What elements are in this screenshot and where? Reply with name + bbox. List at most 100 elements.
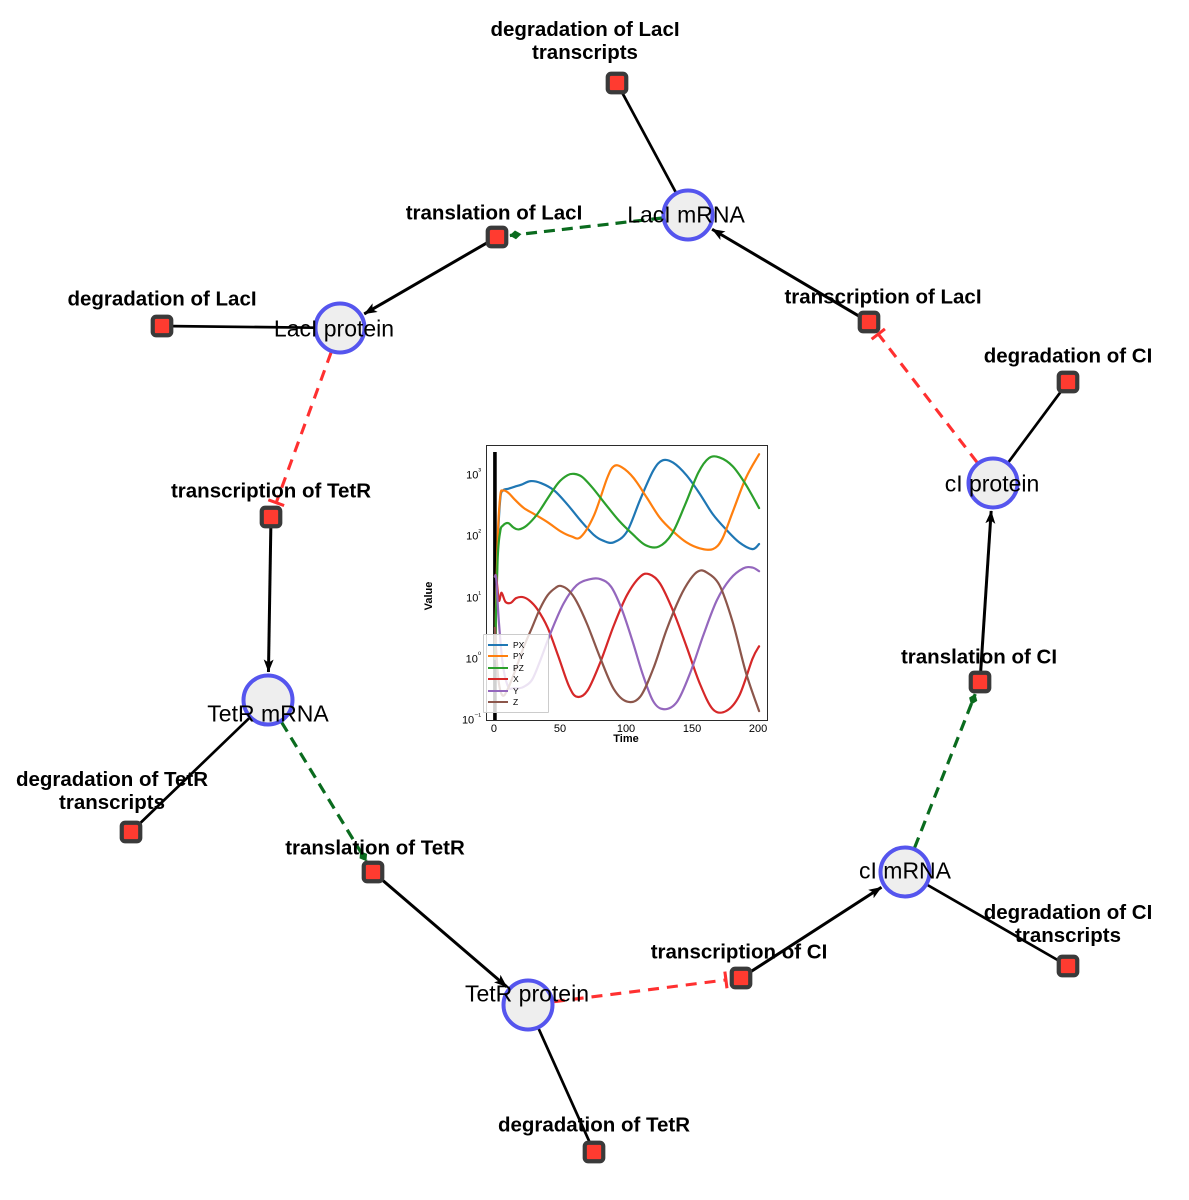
- edge-deg_tetr_transcripts-to-tetr_mrna: [137, 717, 251, 826]
- plot-series-X: [493, 572, 761, 714]
- reaction-node-deg_tetr[interactable]: [582, 1140, 606, 1164]
- plot-legend-swatch: [488, 655, 508, 658]
- edge-deg_laci_transcripts-to-laci_mrna: [621, 92, 677, 193]
- plot-legend-swatch: [488, 643, 508, 646]
- reaction-label-deg_tetr_transcripts: degradation of TetR transcripts: [15, 768, 209, 815]
- plot-legend-label: PX: [513, 639, 525, 650]
- edge-ci_mrna-to-transl_ci: [913, 693, 978, 849]
- edge-laci_protein-to-transcr_tetr: [267, 351, 333, 508]
- reaction-label-deg_tetr: degradation of TetR: [497, 1113, 691, 1138]
- plot-xtick: 0: [490, 723, 497, 735]
- reaction-node-transl_tetr[interactable]: [361, 860, 385, 884]
- edge-transcr_laci-to-laci_mrna: [711, 227, 861, 318]
- plot-legend-swatch: [488, 678, 508, 681]
- species-node-tetr_mrna[interactable]: [241, 673, 295, 727]
- plot-legend-swatch: [488, 701, 508, 704]
- reaction-label-line: degradation of LacI: [67, 287, 257, 311]
- plot-legend-item: PX: [488, 639, 543, 651]
- edge-transl_ci-to-ci_protein: [979, 510, 996, 672]
- plot-series-PZ: [493, 455, 761, 660]
- edge-deg_ci_transcripts-to-ci_mrna: [926, 883, 1060, 962]
- plot-legend-item: X: [488, 674, 543, 686]
- reaction-label-transl_ci: translation of CI: [900, 645, 1058, 670]
- edge-tetr_protein-to-transcr_ci: [553, 971, 729, 1004]
- reaction-label-line: degradation of CI: [983, 344, 1153, 368]
- plot-y-ticks: 10⁻¹ 10⁰ 10¹ 10² 10³: [435, 438, 481, 726]
- plot-ytick: 10⁰: [465, 650, 481, 666]
- plot-legend-label: PY: [513, 651, 525, 661]
- reaction-label-line: translation of CI: [900, 645, 1058, 669]
- reaction-label-line: degradation of TetR: [15, 768, 209, 792]
- reaction-node-deg_ci[interactable]: [1056, 370, 1080, 394]
- plot-xtick: 100: [616, 723, 636, 735]
- reaction-node-deg_laci[interactable]: [150, 314, 174, 338]
- reaction-label-line: transcription of CI: [650, 940, 828, 964]
- edge-transl_tetr-to-tetr_protein: [380, 878, 508, 988]
- edge-laci_mrna-to-transl_laci: [509, 216, 663, 240]
- species-node-laci_mrna[interactable]: [661, 188, 715, 242]
- plot-legend: PX PY PZ X Y Z: [483, 634, 549, 713]
- plot-legend-item: PZ: [488, 662, 543, 674]
- plot-curves: [493, 452, 761, 720]
- reaction-label-transl_laci: translation of LacI: [405, 201, 583, 226]
- plot-legend-item: Y: [488, 685, 543, 697]
- reaction-label-transcr_laci: transcription of LacI: [784, 286, 981, 310]
- reaction-node-transcr_ci[interactable]: [729, 966, 753, 990]
- plot-legend-label: PZ: [513, 662, 524, 673]
- species-node-ci_protein[interactable]: [966, 456, 1020, 510]
- edge-deg_tetr-to-tetr_protein: [537, 1028, 591, 1143]
- reaction-label-line: transcripts: [1015, 924, 1121, 947]
- plot-legend-item: PY: [488, 651, 543, 663]
- plot-legend-label: Z: [513, 697, 519, 707]
- plot-series-PY: [493, 453, 761, 660]
- plot-legend-label: X: [513, 674, 519, 684]
- reaction-label-line: degradation of CI: [983, 901, 1153, 925]
- plot-xtick: 150: [682, 723, 702, 735]
- plot-xtick: 200: [748, 723, 768, 735]
- reaction-label-line: transcripts: [532, 41, 638, 64]
- species-node-laci_protein[interactable]: [313, 301, 367, 355]
- reaction-node-transl_laci[interactable]: [485, 225, 509, 249]
- plot-legend-swatch: [488, 666, 508, 669]
- edge-deg_laci-to-laci_protein: [172, 324, 315, 330]
- plot-legend-swatch: [488, 689, 508, 692]
- plot-ytick: 10³: [466, 466, 481, 482]
- edge-transl_laci-to-laci_protein: [363, 241, 489, 316]
- edge-transcr_ci-to-ci_mrna: [749, 885, 883, 974]
- reaction-label-line: degradation of TetR: [497, 1113, 691, 1137]
- plot-legend-item: Z: [488, 697, 543, 709]
- plot-y-axis-label: Value: [423, 581, 435, 611]
- reaction-node-transcr_tetr[interactable]: [259, 505, 283, 529]
- reaction-label-deg_ci_transcripts: degradation of CI transcripts: [983, 901, 1153, 948]
- edge-tetr_mrna-to-transl_tetr: [280, 721, 368, 862]
- reaction-node-deg_ci_transcripts[interactable]: [1056, 954, 1080, 978]
- reaction-label-line: degradation of LacI: [490, 18, 680, 42]
- reaction-node-transcr_laci[interactable]: [857, 310, 881, 334]
- reaction-label-deg_ci: degradation of CI: [983, 344, 1153, 369]
- reaction-label-transl_tetr: translation of TetR: [285, 836, 465, 861]
- reaction-label-deg_laci_transcripts: degradation of LacI transcripts: [490, 18, 680, 65]
- reaction-label-transcr_ci: transcription of CI: [650, 940, 828, 965]
- reaction-node-deg_laci_transcripts[interactable]: [605, 71, 629, 95]
- reaction-node-deg_tetr_transcripts[interactable]: [119, 820, 143, 844]
- reaction-label-transcr_tetr: transcription of TetR: [170, 479, 372, 504]
- plot-xtick: 50: [553, 723, 567, 735]
- plot-ytick: 10⁻¹: [461, 711, 481, 727]
- plot-x-axis-label: Time: [613, 733, 639, 745]
- plot-ytick: 10²: [466, 528, 481, 543]
- plot-series-PX: [493, 458, 761, 660]
- reaction-label-line: transcripts: [59, 791, 165, 814]
- reaction-label-line: transcription of TetR: [170, 479, 372, 503]
- plot-legend-label: Y: [513, 685, 519, 696]
- inset-timecourse-plot: Value Time 10⁻¹ 10⁰ 10¹ 10² 10³ 0 50 100 150 200…: [423, 437, 772, 755]
- reaction-node-transl_ci[interactable]: [968, 670, 992, 694]
- species-node-tetr_protein[interactable]: [501, 978, 555, 1032]
- reaction-label-line: translation of TetR: [285, 836, 465, 860]
- reaction-label-line: translation of LacI: [405, 201, 583, 225]
- species-node-ci_mrna[interactable]: [878, 845, 932, 899]
- edge-deg_ci-to-ci_protein: [1007, 390, 1063, 463]
- edge-transcr_tetr-to-tetr_mrna: [263, 527, 274, 673]
- reaction-label-deg_laci: degradation of LacI: [67, 287, 257, 312]
